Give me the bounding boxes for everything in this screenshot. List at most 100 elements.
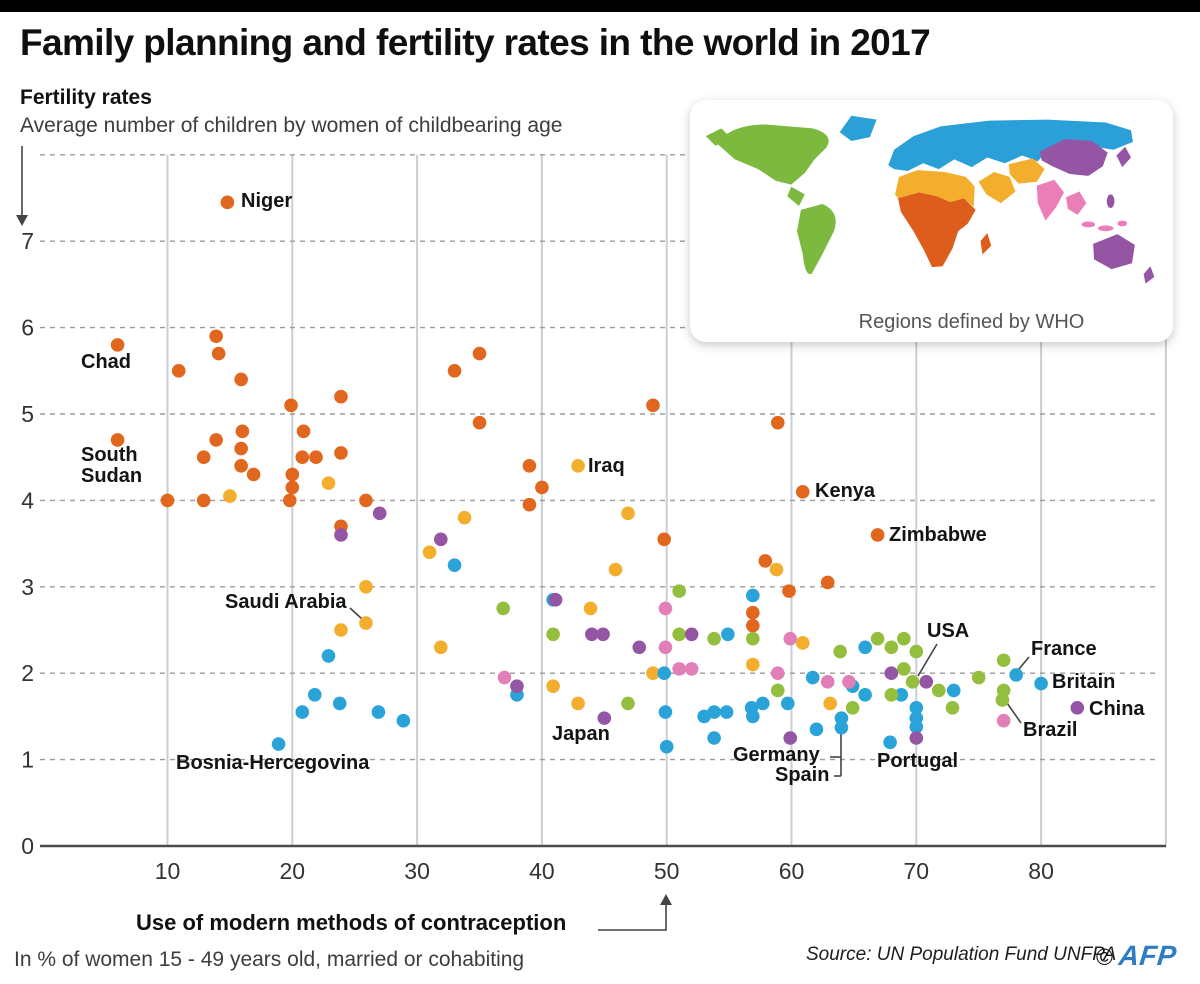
data-point bbox=[372, 506, 387, 521]
data-point bbox=[897, 631, 911, 646]
data-point bbox=[332, 696, 347, 711]
data-point bbox=[371, 705, 386, 719]
data-point bbox=[160, 493, 175, 508]
data-point bbox=[246, 467, 261, 482]
data-point bbox=[783, 731, 798, 745]
data-point bbox=[447, 558, 462, 572]
data-point bbox=[884, 666, 899, 680]
data-point bbox=[235, 424, 250, 439]
data-point bbox=[447, 364, 462, 378]
data-point bbox=[657, 666, 672, 680]
data-point bbox=[746, 618, 760, 633]
afp-logo: © AFP bbox=[1096, 940, 1179, 972]
data-point bbox=[909, 731, 924, 745]
data-point bbox=[870, 631, 885, 646]
data-point bbox=[769, 562, 784, 577]
data-point bbox=[295, 705, 310, 719]
data-point bbox=[522, 497, 537, 512]
data-point bbox=[223, 489, 237, 503]
data-point bbox=[583, 601, 598, 616]
data-point bbox=[608, 562, 623, 577]
data-point bbox=[823, 696, 837, 711]
data-point bbox=[770, 415, 785, 430]
page-title: Family planning and fertility rates in t… bbox=[20, 22, 931, 63]
data-point bbox=[672, 584, 686, 598]
who-regions-map-card: Regions defined by WHO bbox=[690, 100, 1173, 342]
data-point bbox=[780, 696, 795, 711]
x-axis-title: Use of modern methods of contraception bbox=[136, 910, 567, 935]
data-point bbox=[307, 688, 322, 702]
x-tick-label: 70 bbox=[904, 858, 930, 884]
data-point bbox=[842, 675, 856, 689]
label-leader-line bbox=[917, 643, 938, 677]
data-point bbox=[359, 580, 373, 594]
data-point bbox=[321, 476, 336, 490]
y-tick-label: 1 bbox=[21, 747, 34, 773]
y-axis-subtitle: Average number of children by women of c… bbox=[20, 114, 563, 137]
data-point bbox=[211, 346, 226, 361]
y-tick-label: 0 bbox=[21, 833, 34, 859]
data-point bbox=[945, 700, 960, 715]
data-point bbox=[658, 601, 673, 616]
y-axis-title: Fertility rates bbox=[20, 86, 152, 109]
y-axis-arrow-icon bbox=[16, 146, 28, 226]
data-point bbox=[596, 627, 610, 642]
data-point bbox=[684, 662, 699, 676]
data-point bbox=[422, 545, 437, 560]
data-point bbox=[334, 389, 348, 404]
data-point bbox=[770, 683, 785, 698]
data-point bbox=[659, 739, 674, 754]
data-point-bosnia-hercegovina bbox=[271, 737, 286, 751]
data-point bbox=[919, 675, 934, 689]
data-point bbox=[746, 588, 760, 603]
x-tick-label: 30 bbox=[404, 858, 430, 884]
data-point bbox=[321, 649, 336, 663]
data-point bbox=[632, 640, 647, 655]
data-point bbox=[858, 688, 872, 702]
data-point bbox=[770, 666, 785, 680]
data-point bbox=[621, 506, 635, 521]
data-point-niger bbox=[220, 195, 235, 210]
data-point bbox=[472, 415, 487, 430]
data-point bbox=[434, 532, 448, 547]
afp-logo-text: AFP bbox=[1117, 940, 1179, 971]
data-point bbox=[359, 493, 373, 508]
x-tick-label: 10 bbox=[155, 858, 181, 884]
data-point bbox=[909, 644, 924, 659]
data-point bbox=[585, 627, 599, 642]
data-point bbox=[496, 601, 511, 616]
data-point bbox=[334, 528, 348, 542]
y-tick-label: 4 bbox=[21, 487, 34, 513]
data-point bbox=[684, 627, 699, 642]
data-point bbox=[971, 670, 986, 685]
x-tick-label: 60 bbox=[779, 858, 805, 884]
top-black-bar bbox=[0, 0, 1200, 12]
y-tick-label: 2 bbox=[21, 660, 34, 686]
data-point bbox=[746, 657, 760, 672]
data-point bbox=[996, 653, 1011, 668]
data-point bbox=[820, 575, 835, 590]
data-point-china bbox=[1070, 700, 1085, 715]
data-point-saudi-arabia bbox=[359, 616, 373, 630]
data-point bbox=[845, 700, 860, 715]
data-point bbox=[897, 662, 911, 676]
data-point bbox=[672, 627, 686, 642]
data-point bbox=[546, 627, 560, 642]
data-point bbox=[296, 424, 311, 439]
data-point-france bbox=[1009, 668, 1023, 682]
data-point bbox=[284, 398, 298, 413]
data-point bbox=[946, 683, 961, 698]
data-point-zimbabwe bbox=[870, 528, 885, 542]
label-leader-line bbox=[1006, 702, 1022, 724]
data-point bbox=[707, 731, 721, 745]
data-point bbox=[746, 631, 760, 646]
data-point-brazil bbox=[995, 693, 1010, 707]
data-point bbox=[285, 467, 300, 482]
data-point bbox=[309, 450, 323, 465]
y-tick-label: 7 bbox=[21, 228, 34, 254]
copyright-icon: © bbox=[1096, 944, 1113, 970]
x-axis-pointer-arrow-icon bbox=[598, 894, 672, 931]
data-point bbox=[621, 696, 635, 711]
source-credit: Source: UN Population Fund UNFPA bbox=[806, 944, 1117, 965]
